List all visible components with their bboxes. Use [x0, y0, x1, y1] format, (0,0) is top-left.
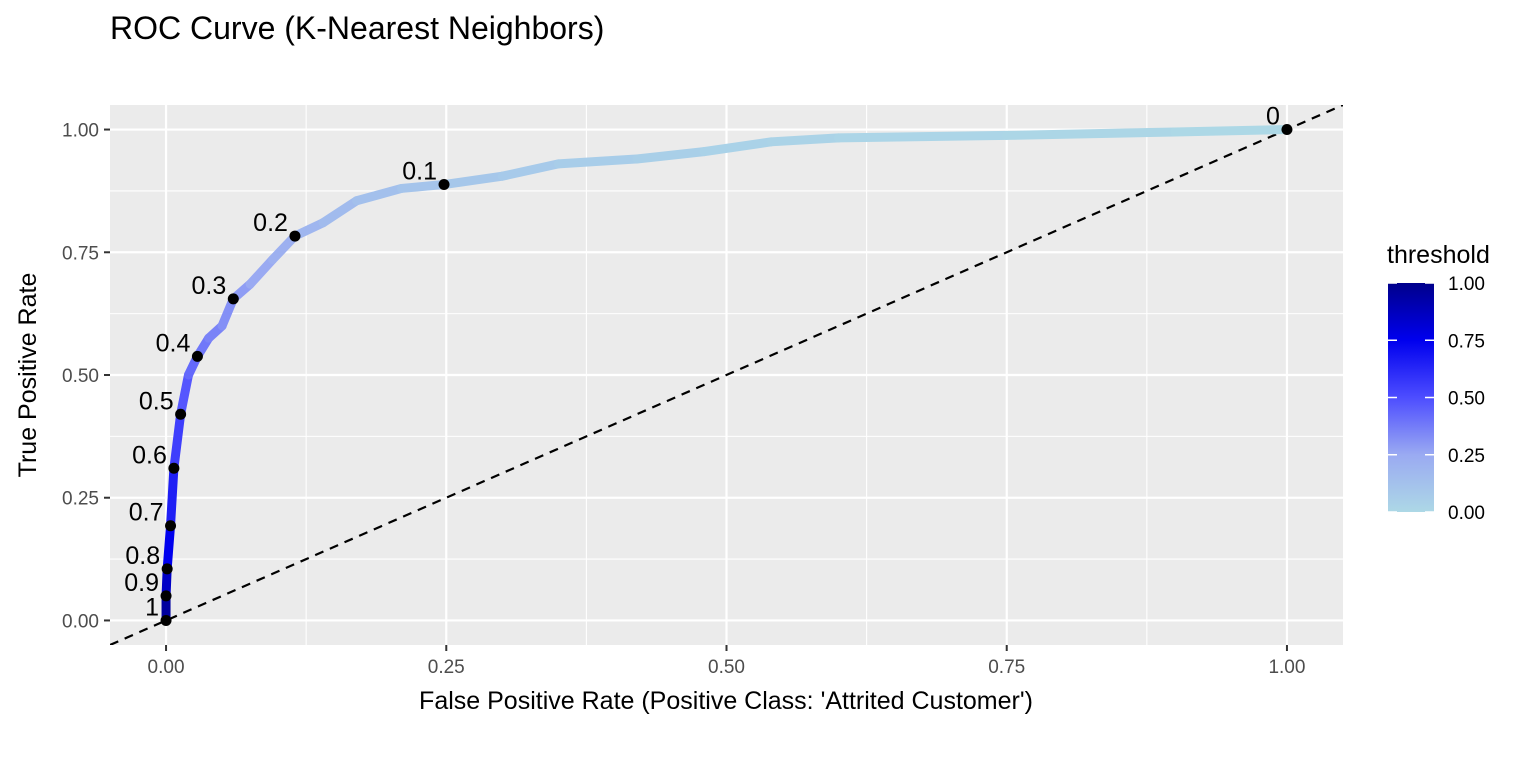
diagonal-reference-line	[110, 105, 1343, 645]
threshold-point	[165, 520, 177, 532]
threshold-point	[161, 563, 173, 575]
threshold-point	[1281, 124, 1293, 136]
threshold-points	[160, 124, 1293, 626]
y-tick-label: 0.75	[62, 243, 99, 264]
y-tick-label: 0.50	[62, 366, 99, 387]
x-tick-label: 0.50	[708, 657, 745, 678]
y-axis-title: True Positive Rate	[14, 273, 42, 478]
roc-curve-segment	[396, 180, 449, 193]
threshold-point-label: 0.2	[253, 209, 288, 237]
threshold-point	[227, 293, 239, 305]
threshold-point-label: 0.9	[124, 569, 159, 597]
roc-curve-segment	[1002, 127, 1180, 140]
y-tick-label: 1.00	[62, 121, 99, 142]
roc-curve-segment	[699, 137, 776, 157]
legend: threshold 1.00 0.75 0.50 0.25 0.00	[1387, 241, 1490, 524]
threshold-point	[191, 350, 203, 362]
legend-tick-label: 0.75	[1448, 331, 1485, 352]
roc-curve-segment	[632, 147, 709, 164]
x-tick-label: 1.00	[1268, 657, 1305, 678]
legend-tick-label: 0.00	[1448, 503, 1485, 524]
roc-curve-segment	[766, 133, 844, 147]
roc-curve-segment	[497, 159, 563, 181]
x-axis-ticks: 0.00 0.25 0.50 0.75 1.00	[148, 645, 1305, 678]
threshold-point	[160, 614, 172, 626]
threshold-point-label: 0.5	[139, 387, 174, 415]
legend-title: threshold	[1387, 241, 1490, 269]
x-tick-label: 0.00	[148, 657, 185, 678]
legend-tick-label: 0.25	[1448, 446, 1485, 467]
y-tick-label: 0.00	[62, 611, 99, 632]
threshold-point-label: 0.8	[125, 542, 160, 570]
x-tick-label: 0.75	[988, 657, 1025, 678]
roc-curve-segment	[245, 255, 278, 289]
legend-tick-label: 1.00	[1448, 274, 1485, 295]
y-tick-label: 0.25	[62, 489, 99, 510]
roc-curve-segment	[1170, 125, 1292, 137]
threshold-point-label: 0.6	[132, 441, 167, 469]
roc-curve-segment	[318, 196, 362, 228]
roc-curve-segment	[834, 130, 1012, 143]
roc-curve-segment	[162, 521, 176, 574]
threshold-point	[160, 590, 172, 602]
legend-tick-label: 0.50	[1448, 389, 1485, 410]
roc-curve-segment	[439, 171, 507, 190]
threshold-point	[438, 179, 450, 191]
threshold-point	[175, 408, 187, 420]
threshold-point-label: 0.4	[156, 329, 191, 357]
legend-ticks: 1.00 0.75 0.50 0.25 0.00	[1388, 274, 1485, 524]
threshold-point-label: 0.1	[402, 158, 437, 186]
roc-curve-segment	[352, 183, 406, 206]
x-axis-title: False Positive Rate (Positive Class: 'At…	[419, 687, 1033, 715]
roc-curve-segment	[169, 409, 186, 473]
roc-curve-segment	[176, 370, 193, 419]
threshold-point	[168, 462, 180, 474]
threshold-point-label: 1	[145, 593, 159, 621]
threshold-point-labels: 10.90.8 0.7 0.6 0.5 0.4 0.3 0.2 0.1 0	[124, 103, 1280, 622]
threshold-point-label: 0.3	[192, 272, 227, 300]
roc-curve-segment	[553, 154, 642, 169]
chart-title: ROC Curve (K-Nearest Neighbors)	[110, 10, 605, 46]
x-tick-label: 0.25	[428, 657, 465, 678]
y-axis-ticks: 0.00 0.25 0.50 0.75 1.00	[62, 121, 110, 632]
threshold-point	[289, 230, 301, 242]
threshold-point-label: 0	[1266, 103, 1280, 131]
threshold-point-label: 0.7	[129, 499, 164, 527]
roc-curve-segment	[166, 463, 179, 531]
